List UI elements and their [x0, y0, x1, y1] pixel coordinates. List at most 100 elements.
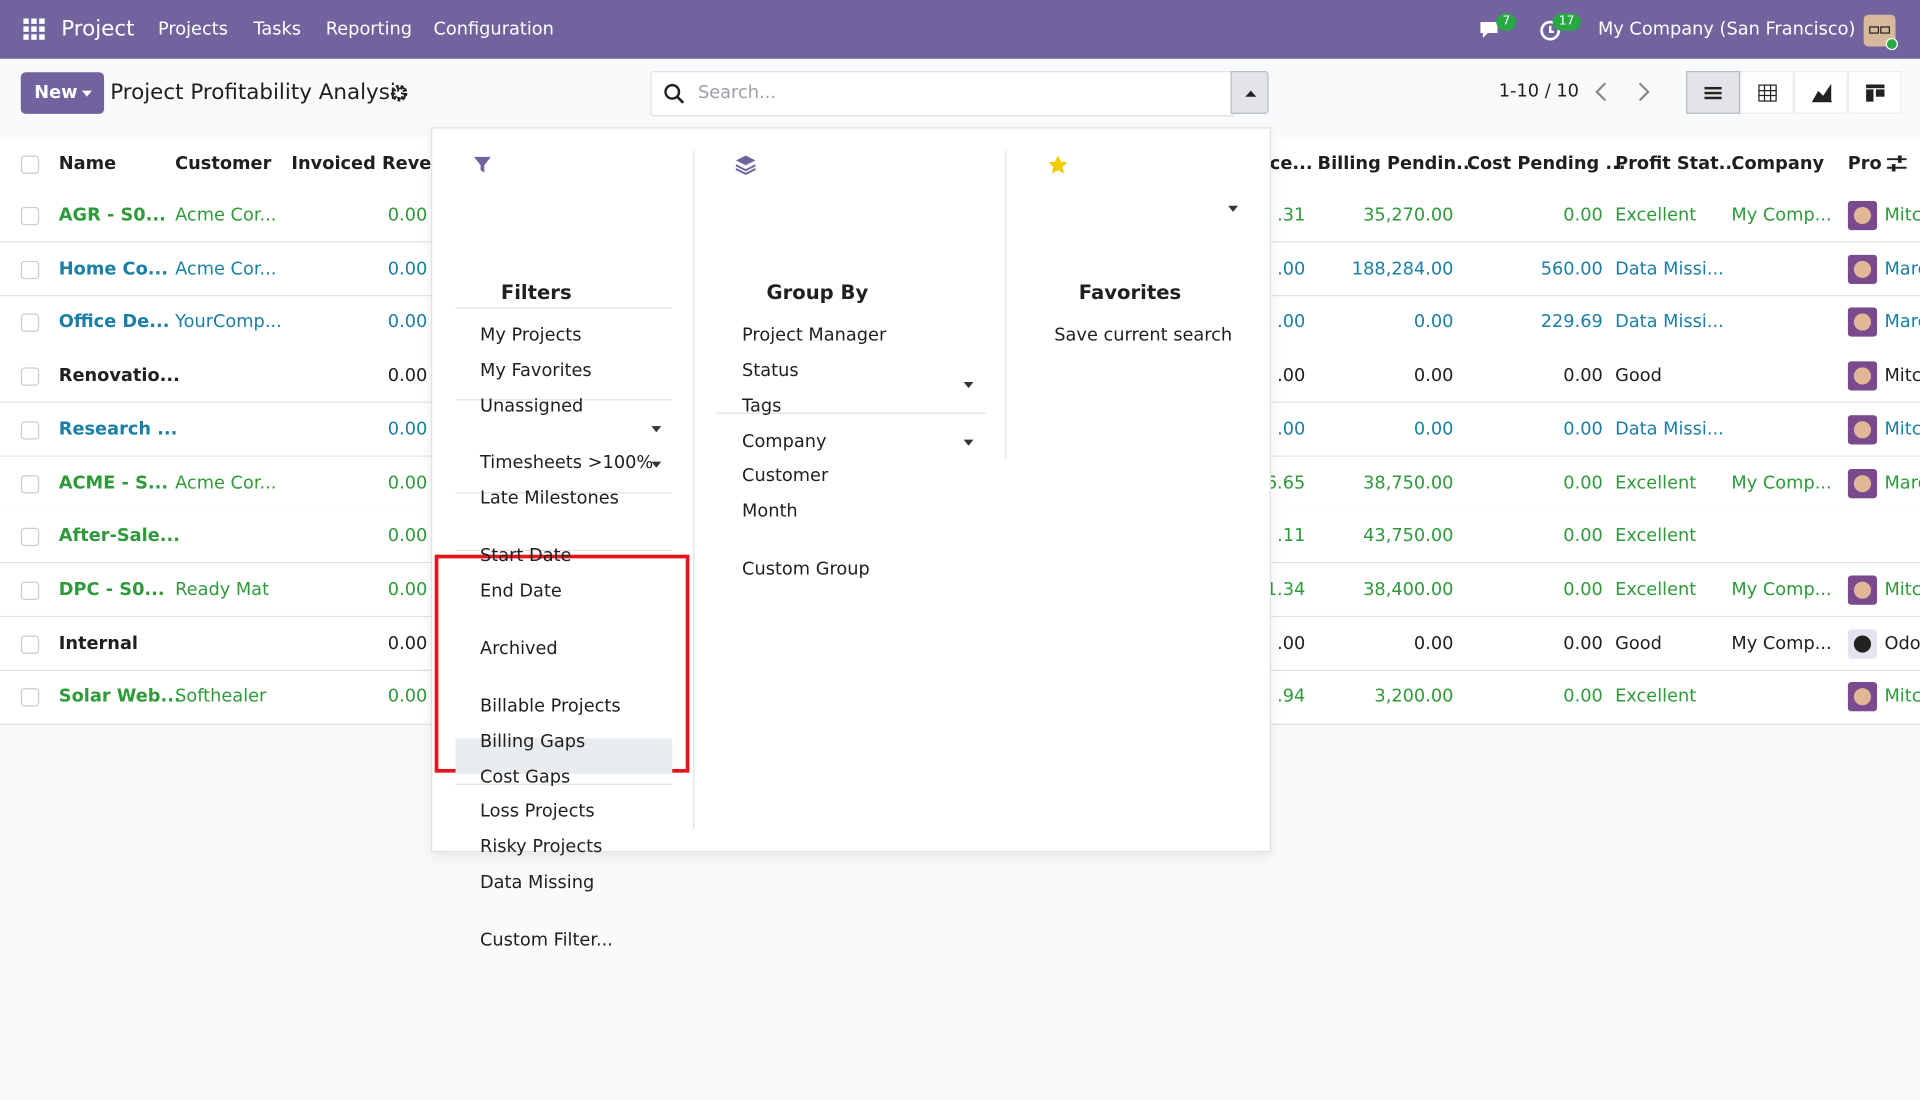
- view-switch[interactable]: [1847, 71, 1902, 114]
- cell: 0.00: [1413, 633, 1454, 654]
- cell: 0.00: [1413, 419, 1454, 440]
- assignee-avatar: [1847, 628, 1878, 659]
- group-by-option[interactable]: Customer: [742, 466, 829, 487]
- filter-option[interactable]: Billable Projects: [480, 696, 621, 717]
- filter-option[interactable]: Loss Projects: [480, 802, 595, 822]
- group-by-option[interactable]: Project Manager: [742, 325, 887, 346]
- assignee-avatar: [1847, 200, 1878, 231]
- assignee-name: Mitc: [1884, 205, 1920, 226]
- cell: Solar Web...: [58, 687, 181, 707]
- favorites-icon: [1047, 154, 1069, 176]
- cell: Internal: [58, 633, 139, 654]
- cell: 0.00: [387, 633, 428, 654]
- pager-next[interactable]: [1633, 81, 1653, 103]
- caret: [963, 382, 974, 389]
- search-dropdown: Filters Group By Favorites My Projects My Fa…: [431, 127, 1272, 950]
- column-header[interactable]: ce...: [1269, 154, 1313, 174]
- search-box[interactable]: Search...: [650, 71, 1234, 117]
- cell: Good: [1615, 633, 1662, 654]
- cell: My Comp...: [1731, 633, 1832, 654]
- cell: 43,750.00: [1363, 526, 1454, 547]
- group-by-icon: [735, 155, 757, 176]
- filter-option[interactable]: Timesheets >100%: [480, 453, 654, 473]
- column-header[interactable]: Customer: [175, 154, 272, 174]
- pager: 1-10 / 10: [1498, 82, 1579, 102]
- checkbox[interactable]: [20, 635, 40, 654]
- column-header[interactable]: Cost Pending ...: [1466, 154, 1626, 174]
- filter-option[interactable]: Start Date: [480, 546, 572, 566]
- checkbox[interactable]: [20, 313, 40, 333]
- filter-option[interactable]: Custom Filter...: [480, 930, 613, 951]
- cell: 0.00: [387, 473, 428, 493]
- assignee-name: Marc: [1884, 473, 1920, 493]
- filter-option[interactable]: My Projects: [480, 325, 582, 346]
- filter-option[interactable]: My Favorites: [480, 361, 592, 381]
- view-switch[interactable]: [1686, 71, 1741, 114]
- group-by-option[interactable]: Status: [742, 361, 799, 381]
- column-header[interactable]: Invoiced Reve...: [291, 154, 452, 174]
- filter-option[interactable]: Data Missing: [480, 873, 595, 893]
- group-by-option[interactable]: Tags: [742, 396, 782, 417]
- cell: 0.00: [387, 366, 428, 386]
- filter-option[interactable]: Risky Projects: [480, 837, 603, 858]
- menu-item[interactable]: Configuration: [433, 19, 554, 40]
- column-header[interactable]: Profit Stat...: [1615, 154, 1739, 174]
- view-switch[interactable]: [1740, 71, 1794, 114]
- company-switcher[interactable]: My Company (San Francisco): [1597, 19, 1856, 40]
- divider: [455, 492, 673, 494]
- checkbox[interactable]: [20, 155, 40, 174]
- favorite-option[interactable]: Save current search: [1054, 325, 1233, 346]
- cell: 0.00: [1413, 366, 1454, 386]
- cell: .00: [1277, 259, 1306, 279]
- pager-prev[interactable]: [1592, 81, 1612, 103]
- filter-option[interactable]: Billing Gaps: [480, 732, 586, 752]
- assignee-name: Mitc: [1884, 366, 1920, 386]
- search-placeholder: Search...: [697, 83, 776, 103]
- checkbox[interactable]: [20, 206, 40, 226]
- caret: [651, 426, 662, 433]
- filter-option[interactable]: Late Milestones: [480, 488, 619, 509]
- menu-item[interactable]: Tasks: [253, 19, 302, 40]
- cell: .94: [1277, 687, 1306, 707]
- filter-option[interactable]: Cost Gaps: [480, 767, 571, 788]
- assignee-name: Odo: [1884, 633, 1920, 654]
- apps-icon[interactable]: [23, 18, 45, 40]
- column-divider: [693, 150, 695, 829]
- app-name[interactable]: Project: [61, 17, 135, 42]
- menu-item[interactable]: Reporting: [325, 19, 413, 40]
- column-header[interactable]: Company: [1731, 154, 1825, 174]
- search-toggle[interactable]: [1230, 71, 1269, 114]
- user-avatar[interactable]: [1862, 13, 1899, 51]
- settings-gear[interactable]: [390, 83, 411, 103]
- cell: 0.00: [387, 205, 428, 226]
- checkbox[interactable]: [20, 260, 40, 279]
- cell: 0.00: [387, 687, 428, 707]
- cell: 0.00: [1563, 473, 1603, 493]
- checkbox[interactable]: [20, 581, 40, 600]
- checkbox[interactable]: [20, 420, 40, 440]
- group-by-option[interactable]: Month: [742, 502, 798, 522]
- checkbox[interactable]: [20, 688, 40, 707]
- column-header[interactable]: Name: [58, 154, 117, 174]
- activities-icon[interactable]: [1538, 17, 1565, 44]
- new-button[interactable]: New: [20, 72, 105, 114]
- menu-item[interactable]: Projects: [157, 19, 228, 40]
- column-header[interactable]: Billing Pendin...: [1317, 154, 1477, 174]
- checkbox[interactable]: [20, 527, 40, 547]
- optional-columns[interactable]: [1886, 154, 1909, 174]
- cell: .31: [1277, 205, 1306, 226]
- view-switch[interactable]: [1793, 71, 1848, 114]
- filter-option[interactable]: Archived: [480, 639, 558, 659]
- messages-icon[interactable]: [1478, 17, 1505, 44]
- filter-option[interactable]: Unassigned: [480, 396, 584, 417]
- cell: Good: [1615, 366, 1662, 386]
- column-header[interactable]: Pro: [1847, 154, 1882, 174]
- filter-option[interactable]: End Date: [480, 581, 562, 602]
- group-by-option[interactable]: Custom Group: [742, 559, 870, 580]
- checkbox[interactable]: [20, 474, 40, 493]
- checkbox[interactable]: [20, 367, 40, 386]
- divider: [455, 399, 673, 401]
- assignee-avatar: [1847, 307, 1878, 338]
- group-by-option[interactable]: Company: [742, 432, 827, 452]
